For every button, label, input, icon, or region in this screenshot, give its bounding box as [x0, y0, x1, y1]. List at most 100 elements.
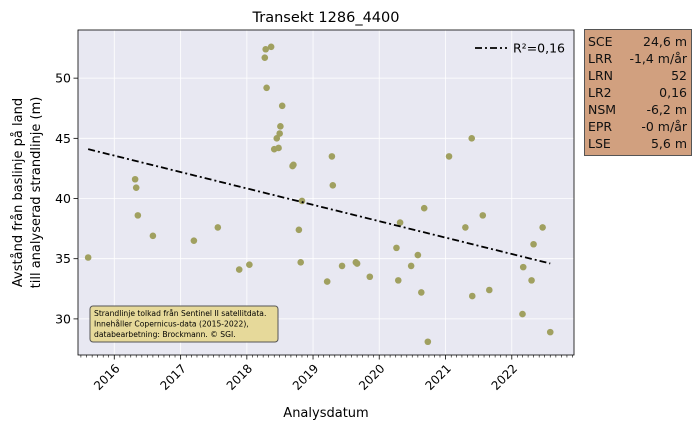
data-point	[424, 338, 432, 346]
stat-value: -6,2 m	[646, 102, 687, 117]
data-point	[134, 212, 142, 219]
data-point	[418, 289, 425, 296]
data-point	[445, 153, 453, 160]
data-point	[329, 181, 337, 189]
annotation-line-3: databearbetning: Brockmann. © SGI.	[94, 330, 236, 339]
data-point	[396, 219, 404, 226]
y-tick-label: 50	[55, 71, 71, 86]
stat-row-lrn: LRN 52	[588, 67, 687, 84]
statistics-box: SCE 24,6 m LRR -1,4 m/år LRN 52 LR2 0,16…	[584, 29, 692, 156]
source-annotation: Strandlinje tolkad från Sentinel II sate…	[89, 305, 279, 343]
stat-row-sce: SCE 24,6 m	[588, 33, 687, 50]
stat-row-epr: EPR -0 m/år	[588, 118, 687, 135]
y-axis-label-line-1: Avstånd från baslinje på land	[11, 98, 26, 287]
stat-label: LSE	[588, 136, 611, 151]
stat-label: LRN	[588, 68, 613, 83]
y-axis-label-line-2: till analyserad strandlinje (m)	[29, 97, 44, 289]
trend-line	[87, 148, 551, 265]
stat-label: SCE	[588, 34, 613, 49]
data-point	[528, 277, 535, 284]
stat-row-lrr: LRR -1,4 m/år	[588, 50, 687, 67]
data-point	[273, 135, 281, 142]
data-point	[149, 232, 157, 240]
data-point	[275, 144, 282, 152]
y-tick-label: 35	[55, 251, 71, 266]
annotation-line-2: Innehåller Copernicus-data (2015-2022),	[94, 320, 249, 329]
data-point	[468, 135, 476, 142]
x-tick-label: 2021	[422, 361, 453, 392]
stat-value: 5,6 m	[650, 136, 687, 151]
data-point	[263, 84, 270, 92]
annotation-line-1: Strandlinje tolkad från Sentinel II sate…	[94, 309, 266, 318]
data-point	[530, 240, 537, 248]
data-point	[131, 175, 139, 183]
x-tick-label: 2020	[356, 361, 387, 392]
stat-value: -0 m/år	[641, 119, 687, 134]
data-point	[277, 122, 284, 130]
x-tick-label: 2019	[290, 361, 321, 392]
data-point	[246, 261, 253, 269]
x-tick-label: 2017	[157, 361, 188, 392]
stat-label: LRR	[588, 51, 613, 66]
stat-value: 24,6 m	[643, 34, 687, 49]
y-axis: 30 35 40 45 50	[55, 71, 78, 326]
data-point	[214, 224, 222, 231]
stat-label: EPR	[588, 119, 613, 134]
y-tick-label: 40	[55, 191, 71, 206]
plot-area	[78, 30, 574, 355]
data-point	[190, 237, 198, 244]
data-point	[295, 226, 303, 234]
data-point	[297, 259, 305, 266]
data-point	[462, 224, 469, 231]
data-point	[394, 277, 402, 284]
data-point	[519, 310, 526, 318]
data-point	[235, 266, 243, 273]
data-point	[298, 197, 306, 205]
data-point	[84, 254, 92, 261]
stat-label: LR2	[588, 85, 612, 100]
stat-value: -1,4 m/år	[629, 51, 687, 66]
data-point	[414, 251, 422, 259]
plot-frame	[77, 29, 575, 356]
stat-label: NSM	[588, 102, 617, 117]
data-point	[262, 45, 270, 53]
data-point	[290, 161, 297, 169]
data-point	[393, 244, 400, 252]
data-point	[267, 43, 275, 51]
x-tick-label: 2022	[489, 361, 520, 392]
data-point	[420, 204, 428, 212]
legend: R²=0,16	[475, 41, 565, 56]
data-point	[261, 54, 269, 61]
annotation-box	[89, 305, 279, 343]
data-point	[546, 328, 554, 336]
stat-row-lse: LSE 5,6 m	[588, 135, 687, 152]
data-point	[323, 278, 331, 285]
data-point	[519, 263, 527, 271]
data-point	[278, 102, 286, 110]
data-point	[366, 273, 374, 281]
x-axis-label: Analysdatum	[283, 406, 368, 421]
data-point	[479, 212, 487, 219]
chart-title: Transekt 1286_4400	[252, 10, 400, 26]
data-point	[132, 184, 140, 191]
data-point	[407, 262, 415, 270]
y-tick-label: 45	[55, 131, 71, 146]
data-point	[539, 224, 546, 231]
data-point	[353, 260, 361, 267]
x-tick-label: 2016	[91, 361, 122, 392]
stat-value: 0,16	[659, 85, 687, 100]
x-tick-label: 2018	[224, 361, 255, 392]
y-tick-label: 30	[55, 311, 71, 326]
data-point	[328, 153, 336, 160]
data-point	[486, 286, 493, 294]
stat-value: 52	[671, 68, 687, 83]
legend-trend-label: R²=0,16	[513, 41, 565, 56]
stat-row-nsm: NSM -6,2 m	[588, 101, 687, 118]
data-point	[468, 292, 476, 300]
x-axis: 2016 2017 2018 2019 2020 2021 2022	[80, 355, 573, 393]
stat-row-lr2: LR2 0,16	[588, 84, 687, 101]
data-point	[276, 130, 283, 137]
data-point	[338, 262, 346, 270]
data-points	[84, 43, 554, 346]
